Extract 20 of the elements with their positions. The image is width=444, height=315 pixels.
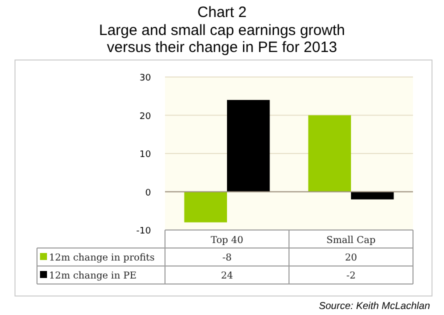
- chart-title: Chart 2: [197, 4, 247, 21]
- bar: [227, 100, 270, 192]
- x-tick-label: Top 40: [210, 235, 244, 246]
- x-tick-label: Small Cap: [326, 235, 376, 246]
- legend-label: 12m change in PE: [49, 270, 137, 282]
- y-tick-label: -10: [136, 226, 152, 236]
- y-tick-label: 30: [140, 74, 152, 84]
- y-tick-label: 10: [140, 150, 152, 160]
- data-label: -8: [222, 252, 232, 264]
- bar: [308, 115, 351, 192]
- chart-subtitle: Large and small cap earnings growth versus their change in PE for 2013: [99, 22, 345, 56]
- data-label: 20: [344, 252, 358, 264]
- y-tick-label: 20: [140, 112, 152, 122]
- bar: [351, 192, 394, 200]
- data-label: -2: [346, 270, 356, 282]
- legend-label: 12m change in profits: [49, 252, 155, 264]
- y-tick-label: 0: [145, 188, 152, 198]
- data-label: 24: [220, 270, 234, 282]
- bar: [184, 192, 227, 222]
- source-note: Source: Keith McLachlan: [318, 301, 430, 312]
